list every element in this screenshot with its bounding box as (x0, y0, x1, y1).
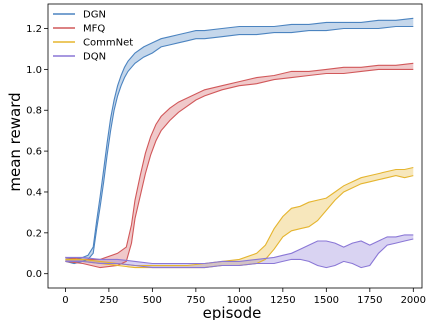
x-tick-label: 1250 (270, 295, 295, 306)
y-tick-label: 0.4 (26, 187, 42, 198)
y-tick-label: 1.0 (26, 65, 42, 76)
series-lines (65, 17, 414, 269)
y-tick-label: 0.2 (26, 228, 42, 239)
legend-label-mfq: MFQ (83, 24, 105, 35)
series-bands (65, 18, 414, 268)
legend-label-dqn: DQN (83, 52, 106, 63)
x-tick-label: 1750 (357, 295, 382, 306)
x-tick-label: 750 (186, 295, 205, 306)
x-tick-label: 1500 (314, 295, 339, 306)
dqn-upper-line (65, 234, 414, 265)
dgn-upper-line (65, 17, 414, 260)
x-tick-label: 0 (62, 295, 68, 306)
y-axis-label: mean reward (6, 92, 24, 191)
x-axis-ticks: 0 250 500 750 1000 1250 1500 1750 2000 (62, 288, 426, 306)
x-axis-label: episode (203, 304, 262, 320)
legend-label-dgn: DGN (83, 10, 106, 21)
y-axis-ticks: 0.0 0.2 0.4 0.6 0.8 1.0 1.2 (26, 24, 48, 280)
mfq-upper-line (65, 62, 414, 260)
plot-frame (47, 3, 423, 289)
dqn-band (65, 234, 414, 268)
legend: DGN MFQ CommNet DQN (53, 10, 133, 63)
x-tick-label: 2000 (401, 295, 426, 306)
y-tick-label: 0.0 (26, 269, 42, 280)
x-tick-label: 250 (99, 295, 118, 306)
dgn-lower-line (65, 25, 414, 265)
mfq-lower-line (65, 68, 414, 269)
legend-label-commnet: CommNet (83, 38, 133, 49)
commnet-band (65, 167, 414, 268)
dqn-lower-line (65, 238, 414, 269)
y-tick-label: 0.8 (26, 106, 42, 117)
y-tick-label: 0.6 (26, 147, 42, 158)
y-tick-label: 1.2 (26, 24, 42, 35)
x-tick-label: 500 (143, 295, 162, 306)
x-tick-label: 1000 (227, 295, 252, 306)
dgn-band (65, 18, 414, 264)
commnet-upper-line (65, 166, 414, 267)
